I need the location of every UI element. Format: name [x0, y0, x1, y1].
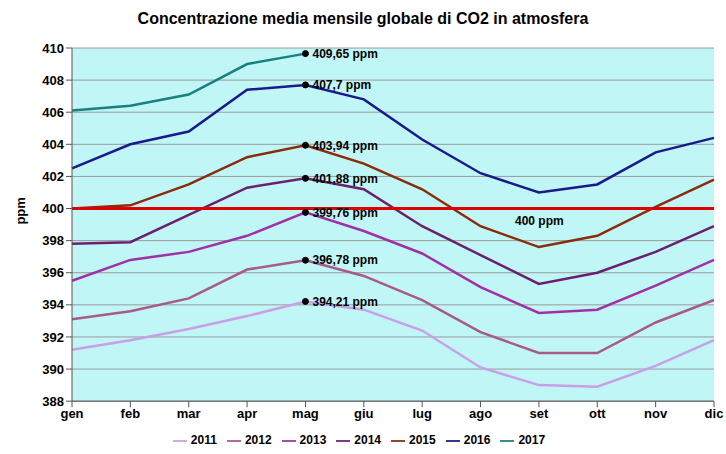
svg-text:mag: mag: [292, 406, 319, 421]
svg-text:388: 388: [42, 394, 64, 409]
svg-text:407,7 ppm: 407,7 ppm: [312, 78, 371, 92]
html-text:2016: 2016: [463, 433, 491, 448]
svg-text:402: 402: [42, 169, 64, 184]
svg-text:401,88 ppm: 401,88 ppm: [312, 172, 377, 186]
svg-text:set: set: [530, 406, 549, 421]
svg-text:ott: ott: [589, 406, 606, 421]
svg-text:403,94 ppm: 403,94 ppm: [312, 139, 377, 153]
html-text:2012: 2012: [244, 433, 272, 448]
svg-text:396,78 ppm: 396,78 ppm: [312, 253, 377, 267]
svg-text:ppm: ppm: [13, 197, 28, 224]
svg-text:409,65 ppm: 409,65 ppm: [312, 47, 377, 61]
svg-text:399,76 ppm: 399,76 ppm: [312, 206, 377, 220]
svg-text:400 ppm: 400 ppm: [515, 214, 564, 228]
svg-text:392: 392: [42, 330, 64, 345]
svg-text:398: 398: [42, 233, 64, 248]
svg-text:mar: mar: [177, 406, 201, 421]
svg-text:390: 390: [42, 362, 64, 377]
html-text:Concentrazione media mensile g: Concentrazione media mensile globale di …: [137, 10, 589, 27]
svg-text:400: 400: [42, 201, 64, 216]
svg-text:lug: lug: [412, 406, 432, 421]
html-text:2011: 2011: [190, 433, 217, 448]
html-text:2014: 2014: [354, 433, 381, 448]
svg-text:gen: gen: [60, 406, 84, 422]
svg-text:394,21 ppm: 394,21 ppm: [312, 295, 377, 309]
svg-text:dic: dic: [705, 406, 718, 421]
svg-text:406: 406: [42, 105, 64, 120]
svg-text:408: 408: [42, 73, 64, 88]
svg-text:giu: giu: [354, 406, 374, 421]
html-text:2013: 2013: [299, 433, 327, 448]
svg-text:apr: apr: [237, 406, 257, 421]
html-text:2015: 2015: [409, 433, 436, 448]
svg-text:410: 410: [42, 41, 64, 56]
svg-text:nov: nov: [644, 406, 668, 421]
html-text:2017: 2017: [518, 433, 546, 448]
svg-text:ago: ago: [469, 406, 492, 421]
svg-text:394: 394: [42, 297, 64, 312]
svg-text:feb: feb: [121, 406, 141, 421]
svg-text:404: 404: [42, 137, 64, 152]
svg-text:396: 396: [42, 265, 64, 280]
